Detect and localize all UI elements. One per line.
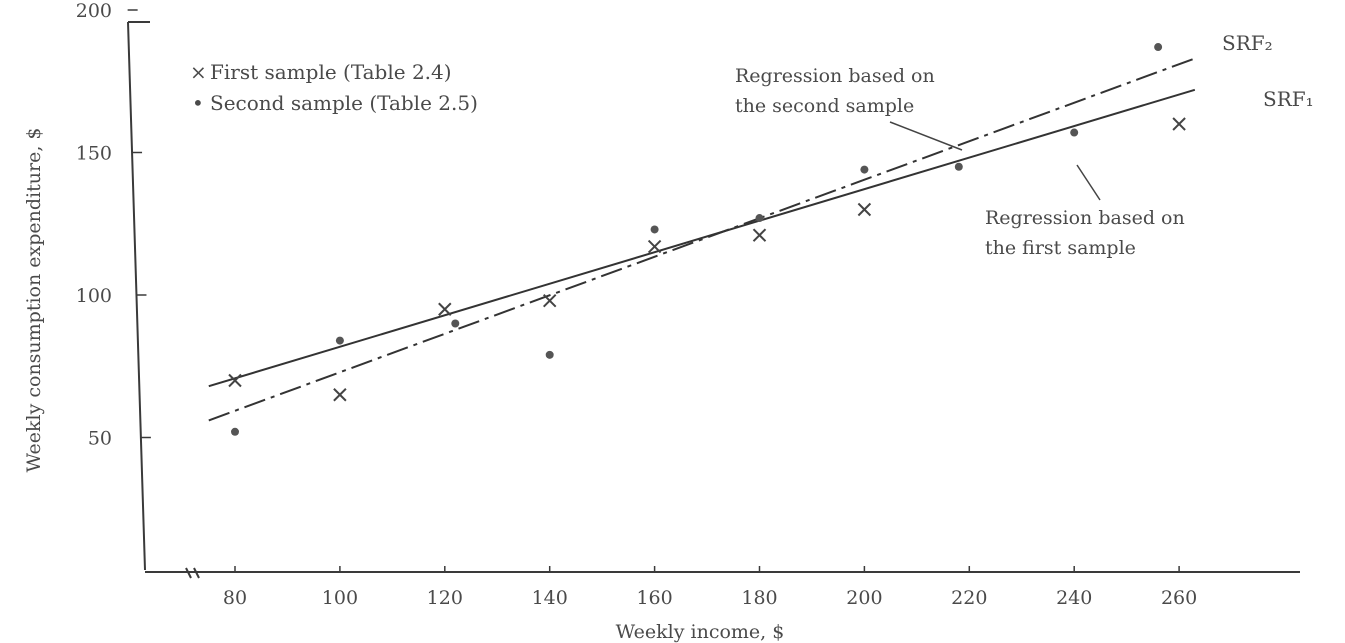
second-sample-point-1 <box>335 336 344 345</box>
y-axis <box>127 21 150 571</box>
srf2-line <box>208 57 1196 422</box>
y-axis-title: Weekly consumption expenditure, $ <box>23 128 45 473</box>
annotation-first-pointer <box>1076 164 1101 201</box>
first-sample-point-4 <box>647 239 662 254</box>
x-axis-title: Weekly income, $ <box>616 621 785 643</box>
second-sample-point-4 <box>650 225 659 234</box>
second-sample-point-5 <box>755 214 764 223</box>
y-tick-label-50: 50 <box>88 428 112 450</box>
x-tick-label-220: 220 <box>951 587 987 609</box>
line-label-srf1: SRF₁ <box>1263 87 1314 111</box>
first-sample-point-1-stroke-b <box>333 388 347 402</box>
y-tick-label-200: 200 <box>76 0 112 22</box>
x-tick-label-260: 260 <box>1161 587 1197 609</box>
first-sample-point-0-stroke-b <box>228 373 242 388</box>
srf1-line <box>208 88 1196 388</box>
first-sample-point-7-stroke-b <box>1172 117 1186 131</box>
first-sample-point-2 <box>438 302 452 316</box>
second-sample-point-6 <box>860 165 869 174</box>
y-tick-label-100: 100 <box>76 285 112 307</box>
x-tick-label-80: 80 <box>223 587 247 609</box>
x-tick-label-140: 140 <box>532 587 568 609</box>
x-tick-label-100: 100 <box>322 587 358 609</box>
regression-lines <box>208 57 1196 422</box>
second-sample-point-2 <box>451 319 460 328</box>
x-tick-label-240: 240 <box>1056 587 1092 609</box>
first-sample-point-6 <box>857 202 872 217</box>
tick-labels: 80 100 120 140 160 180 200 220 240 260 50 100 150 200 <box>76 0 1197 609</box>
legend-marker-first-sample: × <box>190 60 207 84</box>
first-sample-point-5-stroke-b <box>752 228 767 242</box>
x-tick-label-160: 160 <box>636 587 672 609</box>
legend: × First sample (Table 2.4) • Second samp… <box>190 60 478 115</box>
second-sample-point-8 <box>1070 128 1079 137</box>
ticks <box>127 9 1180 572</box>
first-sample-point-5 <box>752 228 767 242</box>
x-tick-label-120: 120 <box>427 587 463 609</box>
second-sample-point-3 <box>545 350 554 359</box>
y-tick-label-150: 150 <box>76 143 112 165</box>
first-sample-point-0 <box>228 373 242 388</box>
axes <box>127 21 1300 579</box>
line-label-srf2: SRF₂ <box>1222 31 1273 55</box>
legend-label-second-sample: Second sample (Table 2.5) <box>210 91 478 115</box>
second-sample-point-9 <box>1154 43 1163 52</box>
annotation-second-pointer <box>889 121 963 151</box>
legend-label-first-sample: First sample (Table 2.4) <box>210 60 452 84</box>
first-sample-point-2-stroke-b <box>438 302 452 316</box>
first-sample-point-6-stroke-b <box>857 202 872 217</box>
second-sample-point-7 <box>954 162 963 171</box>
first-sample-point-3-stroke-b <box>542 293 557 308</box>
data-points <box>228 43 1186 436</box>
first-sample-point-7 <box>1172 117 1186 131</box>
first-sample-point-3 <box>542 293 557 308</box>
second-sample-point-0 <box>231 427 239 436</box>
legend-marker-second-sample: • <box>192 91 204 115</box>
annotation-second-line-1: Regression based on <box>735 65 935 87</box>
x-tick-label-180: 180 <box>741 587 777 609</box>
annotation-first-line-2: the first sample <box>985 237 1136 259</box>
x-tick-label-200: 200 <box>846 587 882 609</box>
annotations: Regression based on the second sample Re… <box>735 65 1185 259</box>
first-sample-point-1 <box>333 388 347 402</box>
line-labels: SRF₂ SRF₁ <box>1222 31 1314 111</box>
annotation-first-line-1: Regression based on <box>985 207 1185 229</box>
first-sample-point-4-stroke-b <box>647 239 662 254</box>
axis-break <box>185 567 200 579</box>
annotation-second-line-2: the second sample <box>735 95 914 117</box>
